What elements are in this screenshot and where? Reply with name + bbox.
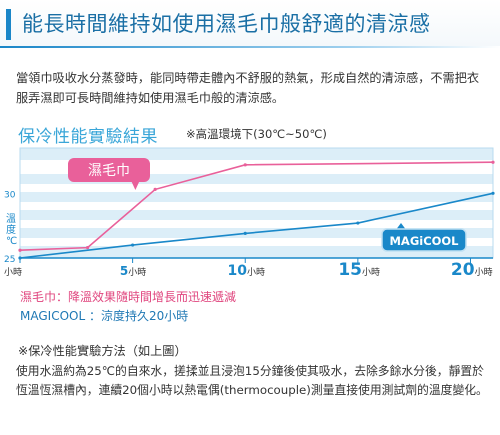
chart-band-5 [20,246,493,258]
header-accent-bar [6,9,11,40]
chart-section-title: 保冷性能實驗結果 [18,127,158,147]
y-tick-label: 25 [4,255,15,265]
chart-band-1 [20,174,493,184]
page-title: 能長時間維持如使用濕毛巾般舒適的清涼感 [22,12,431,36]
y-axis-label-char: 度 [6,223,16,236]
data-point [491,191,495,195]
x-tick-label: 小時 [4,267,22,278]
data-point [491,160,495,164]
x-tick-label: 20小時 [451,260,493,280]
towel-label-box [68,158,150,182]
chart-band-3 [20,210,493,220]
y-axis-label-char: ℃ [6,236,17,247]
data-point [243,231,247,236]
header: 能長時間維持如使用濕毛巾般舒適的清涼感 [0,0,500,46]
chart-band-2 [20,192,493,202]
data-point [131,243,135,247]
x-tick-label: 15小時 [338,260,380,280]
data-point [18,256,22,260]
method-text: 使用水溫約為25℃的自來水，搓揉並且浸泡15分鐘後使其吸水，去除多餘水分後，靜置… [16,364,488,397]
method-heading: ※保冷性能實驗方法（如上圖） [18,344,187,358]
x-tick-label: 5小時 [120,264,146,278]
data-point [85,246,90,250]
chart-band-0 [20,148,493,160]
y-tick-label: 30 [4,190,16,200]
cooling-chart: 25 30 溫度℃ 小時 5小時 10小時 15小時 20小時 濕毛巾 MAGiCOOL [4,147,495,280]
data-point [18,248,22,252]
data-point [356,221,360,225]
magicool-label-text: MAGiCOOL [389,234,459,248]
data-point [153,187,157,192]
x-tick-label: 10小時 [228,263,266,279]
y-axis-label-char: 溫 [6,213,16,225]
legend-magicool: MAGICOOL ：涼度持久20小時 [20,309,189,323]
data-point [243,163,247,167]
chart-section-subtitle: ※高溫環境下(30℃~50℃) [186,127,327,141]
legend-towel: 濕毛巾：降溫效果隨時間增長而迅速遞減 [20,290,237,304]
magicool-label-box [381,228,467,252]
towel-label-text: 濕毛巾 [88,163,130,179]
intro-paragraph: 當領巾吸收水分蒸發時，能同時帶走體內不舒服的熱氣，形成自然的清涼感，不需把衣服弄… [16,71,480,105]
header-divider [0,46,500,48]
